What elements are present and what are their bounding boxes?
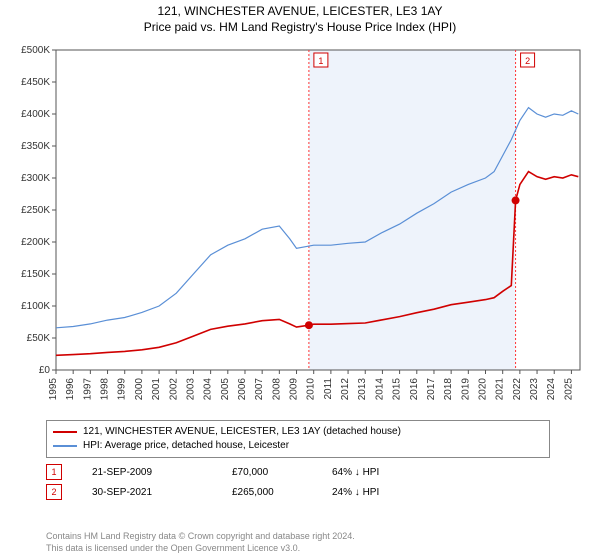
x-tick-label: 2013	[357, 378, 368, 401]
x-tick-label: 2014	[374, 378, 385, 401]
x-tick-label: 2022	[512, 378, 523, 401]
y-tick-label: £100K	[21, 301, 50, 312]
x-tick-label: 1998	[100, 378, 111, 401]
y-tick-label: £450K	[21, 77, 50, 88]
legend-row: HPI: Average price, detached house, Leic…	[53, 439, 543, 453]
x-tick-label: 2024	[546, 378, 557, 401]
marker-row: 2 30-SEP-2021 £265,000 24% ↓ HPI	[46, 484, 550, 500]
footer-line-1: Contains HM Land Registry data © Crown c…	[46, 530, 355, 542]
x-tick-label: 2008	[271, 378, 282, 401]
legend-row: 121, WINCHESTER AVENUE, LEICESTER, LE3 1…	[53, 425, 543, 439]
title-block: 121, WINCHESTER AVENUE, LEICESTER, LE3 1…	[0, 0, 600, 34]
x-tick-label: 2010	[306, 378, 317, 401]
marker-date: 30-SEP-2021	[92, 487, 202, 498]
x-tick-label: 2011	[323, 378, 334, 400]
y-tick-label: £350K	[21, 141, 50, 152]
x-tick-label: 2005	[220, 378, 231, 401]
marker-row: 1 21-SEP-2009 £70,000 64% ↓ HPI	[46, 464, 550, 480]
x-tick-label: 2003	[185, 378, 196, 401]
marker-diff: 24% ↓ HPI	[332, 487, 422, 498]
x-tick-label: 1999	[117, 378, 128, 401]
chart-area: £0 £50K £100K £150K £200K £250K £300K £350K £400…	[10, 42, 590, 412]
x-tick-label: 2012	[340, 378, 351, 401]
y-tick-label: £250K	[21, 205, 50, 216]
legend-label: HPI: Average price, detached house, Leic…	[83, 439, 289, 453]
title-line-1: 121, WINCHESTER AVENUE, LEICESTER, LE3 1…	[0, 4, 600, 18]
footer-block: Contains HM Land Registry data © Crown c…	[46, 530, 355, 554]
event-marker	[305, 321, 313, 329]
event-badge: 1	[318, 56, 323, 66]
x-tick-label: 2000	[134, 378, 145, 401]
y-tick-label: £400K	[21, 109, 50, 120]
marker-date: 21-SEP-2009	[92, 467, 202, 478]
x-tick-label: 2020	[478, 378, 489, 401]
event-marker	[512, 196, 520, 204]
marker-table: 1 21-SEP-2009 £70,000 64% ↓ HPI 2 30-SEP-2021…	[46, 460, 550, 500]
legend-swatch	[53, 431, 77, 433]
x-tick-label: 2023	[529, 378, 540, 401]
x-tick-label: 2025	[563, 378, 574, 401]
legend-box: 121, WINCHESTER AVENUE, LEICESTER, LE3 1…	[46, 420, 550, 458]
x-tick-label: 2001	[151, 378, 162, 401]
chart-svg: £0 £50K £100K £150K £200K £250K £300K £350K £400…	[10, 42, 590, 412]
y-tick-label: £500K	[21, 45, 50, 56]
marker-badge: 1	[46, 464, 62, 480]
event-badge: 2	[525, 56, 530, 66]
x-tick-label: 2018	[443, 378, 454, 401]
x-tick-label: 2019	[460, 378, 471, 401]
x-tick-label: 2004	[203, 378, 214, 401]
x-tick-label: 2021	[495, 378, 506, 401]
legend-label: 121, WINCHESTER AVENUE, LEICESTER, LE3 1…	[83, 425, 401, 439]
y-tick-label: £0	[39, 365, 51, 376]
page-root: 121, WINCHESTER AVENUE, LEICESTER, LE3 1…	[0, 0, 600, 560]
x-tick-label: 1997	[82, 378, 93, 401]
x-tick-label: 2002	[168, 378, 179, 401]
title-line-2: Price paid vs. HM Land Registry's House …	[0, 20, 600, 34]
y-tick-label: £300K	[21, 173, 50, 184]
marker-price: £70,000	[232, 467, 302, 478]
marker-diff: 64% ↓ HPI	[332, 467, 422, 478]
marker-badge: 2	[46, 484, 62, 500]
y-tick-label: £150K	[21, 269, 50, 280]
x-tick-label: 1996	[65, 378, 76, 401]
x-tick-label: 1995	[48, 378, 59, 401]
x-tick-label: 2007	[254, 378, 265, 401]
y-tick-label: £200K	[21, 237, 50, 248]
legend-swatch	[53, 445, 77, 447]
y-tick-label: £50K	[27, 333, 51, 344]
marker-price: £265,000	[232, 487, 302, 498]
x-tick-label: 2016	[409, 378, 420, 401]
x-tick-label: 2006	[237, 378, 248, 401]
x-tick-label: 2015	[392, 378, 403, 401]
x-tick-label: 2009	[289, 378, 300, 401]
x-tick-label: 2017	[426, 378, 437, 401]
footer-line-2: This data is licensed under the Open Gov…	[46, 542, 355, 554]
